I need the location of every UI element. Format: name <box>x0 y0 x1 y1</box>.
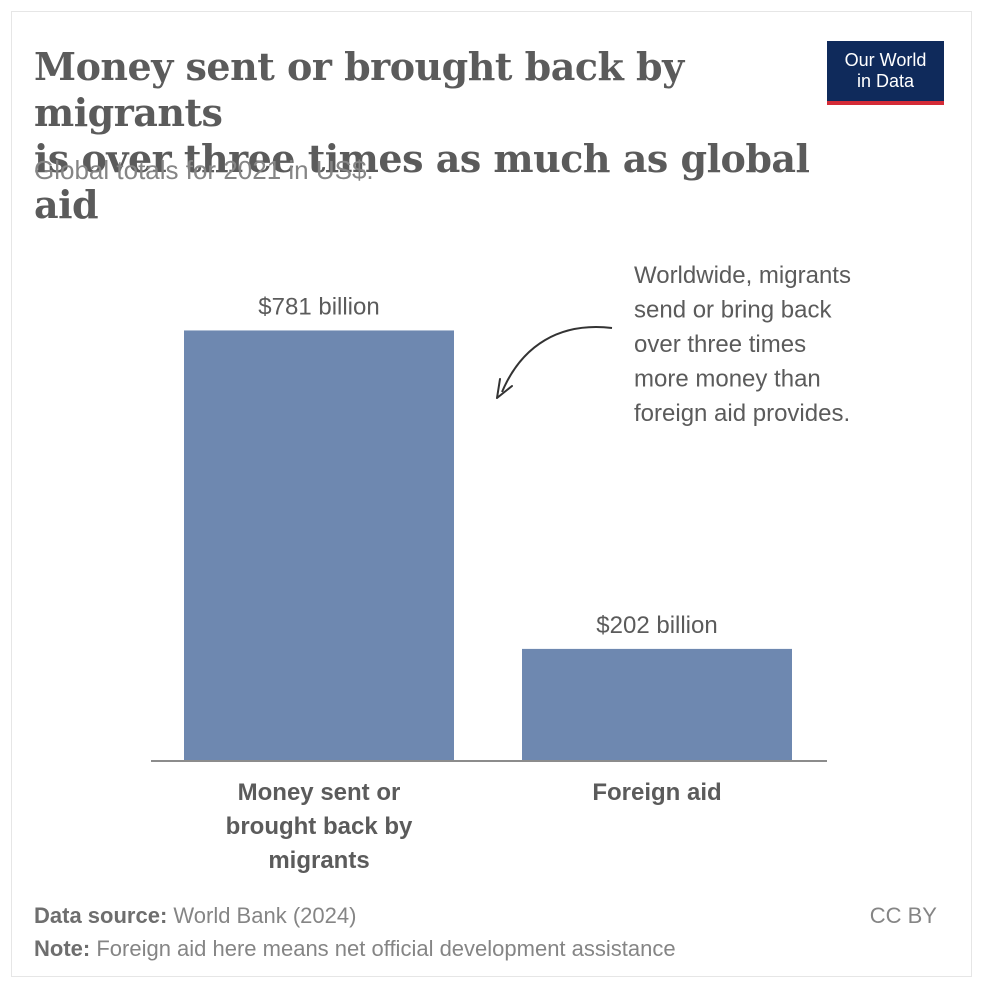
license-link[interactable]: CC BY <box>869 903 937 928</box>
source-text[interactable]: World Bank (2024) <box>167 903 357 928</box>
logo-line-2: in Data <box>856 71 915 91</box>
category-label-0-2: migrants <box>268 847 369 874</box>
bar-1 <box>522 648 792 760</box>
title-line-1: Money sent or brought back by migrants <box>34 44 684 135</box>
annotation-arrow <box>501 326 613 393</box>
chart-note: Note: Foreign aid here means net officia… <box>34 936 676 962</box>
annotation-line-3: more money than <box>634 366 821 393</box>
annotation-line-1: send or bring back <box>634 297 832 324</box>
logo-line-1: Our World <box>844 50 927 70</box>
annotation-arrowhead <box>496 378 513 399</box>
note-label: Note: <box>34 936 91 961</box>
category-label-0-0: Money sent or <box>238 779 401 806</box>
annotation-line-0: Worldwide, migrants <box>634 262 851 289</box>
source-label: Data source: <box>34 903 168 928</box>
owid-logo[interactable]: Our World in Data <box>827 41 944 105</box>
category-label-0-1: brought back by <box>226 813 413 840</box>
category-label-1-0: Foreign aid <box>592 779 721 806</box>
title-line-2: is over three times as much as global ai… <box>34 136 810 227</box>
data-source: Data source: World Bank (2024) <box>34 903 356 929</box>
chart-subtitle: Global totals for 2021 in US$. <box>34 155 374 185</box>
chart-title: Money sent or brought back by migrants i… <box>34 44 814 228</box>
annotation-line-2: over three times <box>634 331 806 358</box>
note-text: Foreign aid here means net official deve… <box>90 936 676 961</box>
annotation-line-4: foreign aid provides. <box>634 400 850 427</box>
value-label-1: $202 billion <box>596 612 717 639</box>
value-label-0: $781 billion <box>258 293 379 320</box>
bar-0 <box>184 330 454 760</box>
chart-frame <box>11 11 972 977</box>
